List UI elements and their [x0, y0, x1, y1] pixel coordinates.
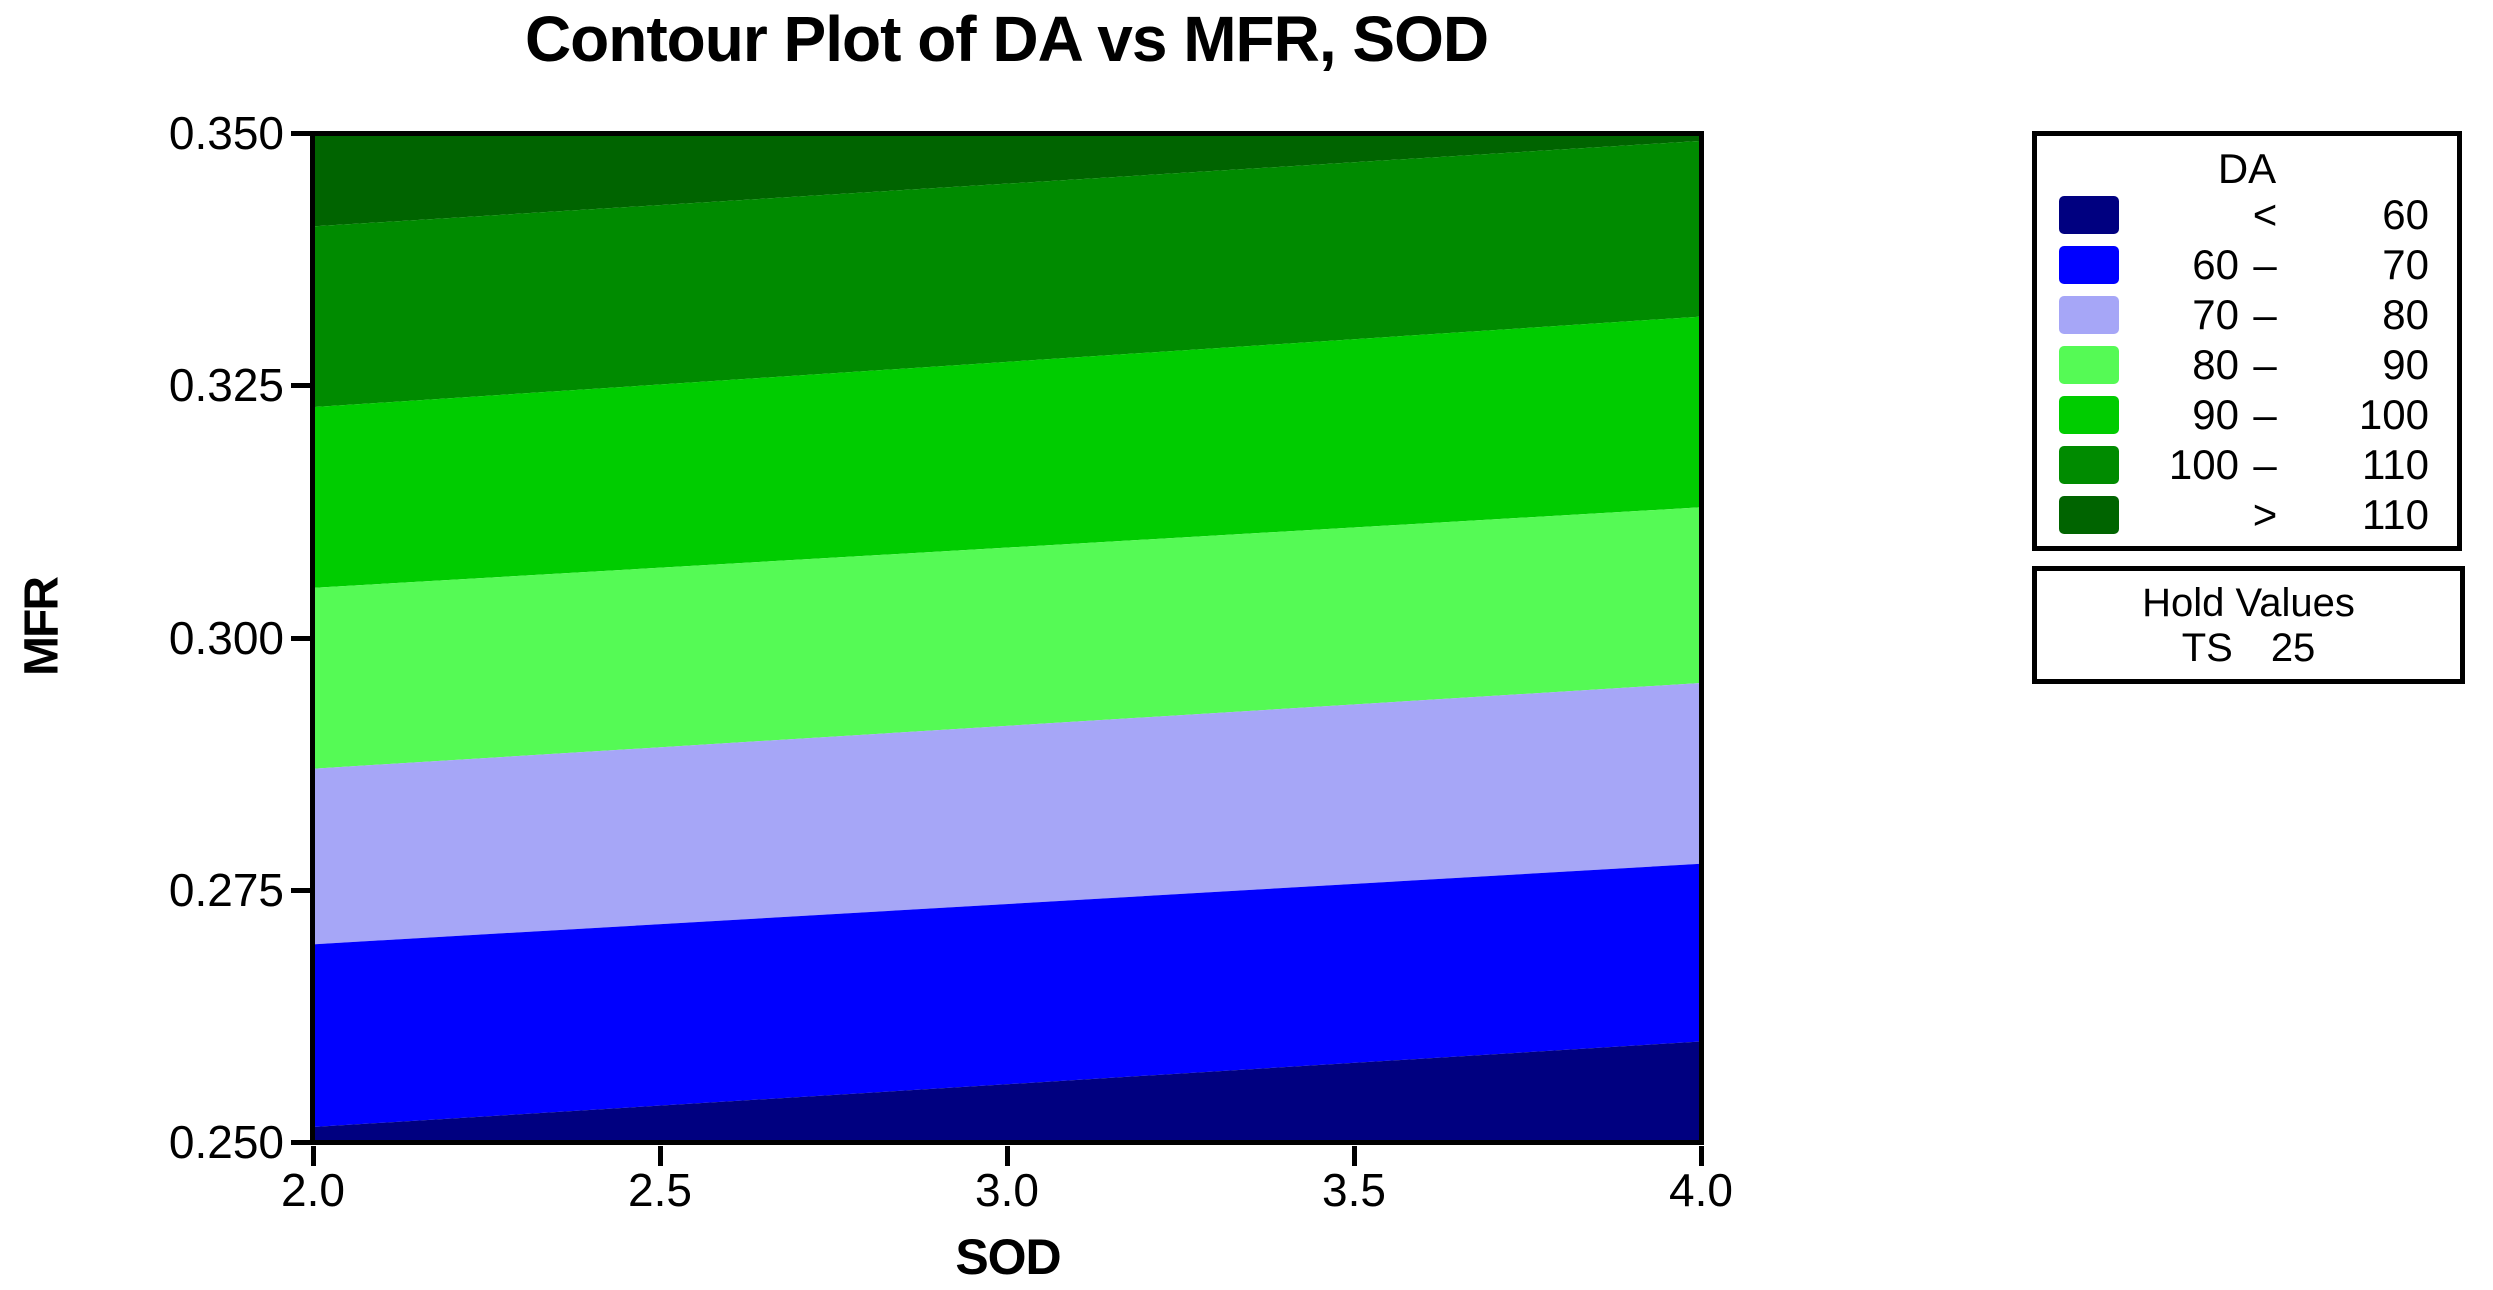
x-tick-label: 4.0	[1669, 1164, 1733, 1216]
legend-title: DA	[2217, 145, 2277, 192]
legend-row: 90– 100	[2037, 390, 2457, 440]
legend-row: <60	[2037, 190, 2457, 240]
legend-swatch	[2059, 396, 2119, 434]
x-tick-label: 2.5	[628, 1164, 692, 1216]
legend-swatch	[2059, 296, 2119, 334]
y-tick-label: 0.350	[168, 107, 284, 159]
contour-band-<60	[315, 1041, 1699, 1140]
y-tick-label: 0.275	[168, 863, 284, 916]
x-tick-label: 3.0	[975, 1164, 1039, 1216]
legend-range-operator: >	[2252, 491, 2278, 538]
hold-variable-name: TS	[2181, 626, 2233, 670]
y-tick-label: 0.250	[168, 1116, 284, 1168]
x-tick-mark	[311, 1146, 316, 1166]
legend-range-operator: –	[2253, 291, 2277, 338]
legend-range-low: 60	[2192, 241, 2239, 288]
legend-rows: <60 60–70 70–80 80–90 90–100 100–110 >110	[2037, 190, 2457, 540]
legend-swatch	[2059, 346, 2119, 384]
legend-range-high: 90	[2382, 341, 2429, 388]
legend-range-low: 90	[2192, 391, 2239, 438]
hold-values-line: TS 25	[2037, 625, 2460, 671]
legend-range-operator: –	[2253, 441, 2277, 488]
legend-row: 80– 90	[2037, 340, 2457, 390]
legend-range-operator: <	[2252, 191, 2278, 238]
y-tick-label: 0.325	[168, 359, 284, 412]
legend-swatch	[2059, 196, 2119, 234]
y-tick-mark	[291, 383, 311, 389]
x-tick-mark	[658, 1146, 663, 1166]
contour-band-100–110	[315, 140, 1699, 408]
legend-range-high: 100	[2358, 391, 2429, 438]
legend-range-operator: –	[2253, 341, 2277, 388]
chart-title: Contour Plot of DA vs MFR, SOD	[524, 3, 1489, 75]
legend-range-high: 80	[2382, 291, 2429, 338]
y-axis-title: MFR	[15, 578, 69, 676]
x-tick-mark	[1352, 1146, 1357, 1166]
legend-range-low: 80	[2192, 341, 2239, 388]
legend-row: 70– 80	[2037, 290, 2457, 340]
legend-range-operator: –	[2253, 241, 2277, 288]
contour-band-90–100	[315, 316, 1699, 588]
x-tick-mark	[1005, 1146, 1010, 1166]
legend-row: 100– 110	[2037, 440, 2457, 490]
contour-band->110	[315, 136, 1699, 227]
contour-band-70–80	[315, 683, 1699, 945]
legend-row: >110	[2037, 490, 2457, 540]
x-tick-label: 2.0	[281, 1164, 345, 1216]
plot-area	[310, 131, 1704, 1145]
y-tick-mark	[291, 131, 311, 136]
x-tick-mark	[1699, 1146, 1704, 1166]
y-tick-mark	[291, 635, 311, 641]
legend-range-high: 60	[2382, 191, 2429, 238]
legend-range-high: 110	[2362, 491, 2429, 538]
y-tick-mark	[291, 1140, 311, 1145]
legend-row: 60– 70	[2037, 240, 2457, 290]
legend-range-high: 110	[2362, 441, 2429, 488]
contour-band-80–90	[315, 507, 1699, 769]
legend-swatch	[2059, 496, 2119, 534]
legend-swatch	[2059, 246, 2119, 284]
hold-values-box: Hold Values TS 25	[2032, 566, 2465, 684]
legend-swatch	[2059, 446, 2119, 484]
hold-variable-value: 25	[2270, 626, 2316, 670]
hold-values-title: Hold Values	[2142, 581, 2355, 625]
legend-range-high: 70	[2382, 241, 2429, 288]
legend-range-low: 70	[2192, 291, 2239, 338]
contour-band-60–70	[315, 863, 1699, 1127]
x-axis-title: SOD	[955, 1229, 1061, 1285]
y-tick-label: 0.300	[168, 611, 284, 664]
legend-range-low: 100	[2168, 441, 2239, 488]
x-tick-label: 3.5	[1322, 1164, 1386, 1216]
y-tick-mark	[291, 887, 311, 893]
legend-range-operator: –	[2253, 391, 2277, 438]
contour-bands	[315, 136, 1699, 1140]
legend-box: DA <60 60–70 70–80 80–90 90–100 100–110 >110	[2032, 131, 2462, 551]
